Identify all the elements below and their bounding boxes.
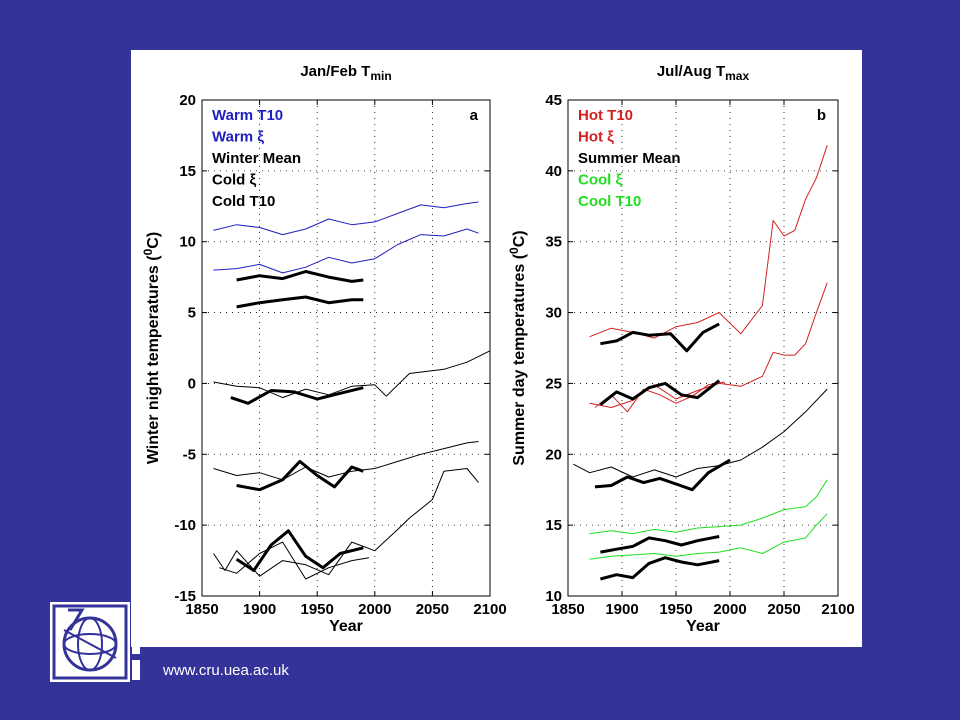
x-tick-label: 1950 bbox=[659, 601, 692, 618]
legend-entry: Cold T10 bbox=[212, 193, 275, 210]
y-tick-label: 35 bbox=[545, 234, 562, 251]
figure-svg: 1850 1900 1950 2000 2050 2100 -15 -10 -5 0 5 10 15 20… bbox=[141, 63, 855, 635]
series-line-1 bbox=[213, 228, 479, 274]
y-tick-label: 5 bbox=[188, 305, 196, 322]
y-tick-label: 30 bbox=[545, 305, 562, 322]
cru-logo-icon bbox=[50, 602, 140, 682]
series-line-8 bbox=[213, 468, 479, 577]
chart-title: Jan/Feb Tmin bbox=[300, 63, 391, 83]
x-tick-label: 1850 bbox=[551, 601, 584, 618]
x-axis-label: Year bbox=[329, 618, 363, 635]
y-axis-label: Winter night temperatures (0C) bbox=[141, 232, 162, 464]
x-tick-label: 1950 bbox=[301, 601, 334, 618]
y-tick-label: 15 bbox=[179, 163, 196, 180]
plot-frame bbox=[567, 99, 839, 597]
x-tick-label: 1900 bbox=[605, 601, 638, 618]
plot-frame bbox=[201, 99, 491, 597]
legend-entry: Warm T10 bbox=[212, 107, 283, 124]
y-tick-label: -10 bbox=[174, 517, 196, 534]
panel-letter: a bbox=[470, 107, 479, 124]
series-line-9 bbox=[219, 541, 370, 580]
y-tick-label: 40 bbox=[545, 163, 562, 180]
x-tick-label: 1850 bbox=[185, 601, 218, 618]
series-line-4 bbox=[213, 350, 491, 399]
y-tick-label: 10 bbox=[179, 234, 196, 251]
series-line-3 bbox=[236, 295, 364, 309]
series-line-7 bbox=[589, 479, 828, 535]
legend-entry: Cold ξ bbox=[212, 172, 256, 189]
y-tick-label: 15 bbox=[545, 517, 562, 534]
legend-entry: Cool T10 bbox=[578, 193, 641, 210]
legend-entry: Winter Mean bbox=[212, 150, 301, 167]
panel-letter: b bbox=[817, 107, 826, 124]
y-tick-label: 20 bbox=[179, 92, 196, 109]
series-line-5 bbox=[573, 388, 828, 478]
series-line-6 bbox=[213, 441, 479, 481]
series-line-4 bbox=[599, 379, 721, 406]
series-line-8 bbox=[589, 513, 828, 560]
series-line-0 bbox=[589, 145, 828, 339]
y-tick-label: 0 bbox=[188, 375, 196, 392]
figure-panel: 1850 1900 1950 2000 2050 2100 -15 -10 -5 0 5 10 15 20… bbox=[131, 50, 862, 647]
series-line-7 bbox=[236, 459, 364, 492]
y-tick-label: 45 bbox=[545, 92, 562, 109]
series-line-2 bbox=[236, 270, 364, 283]
legend-entry: Warm ξ bbox=[212, 129, 264, 146]
x-tick-label: 1900 bbox=[243, 601, 276, 618]
series-line-2 bbox=[594, 381, 725, 413]
legend-entry: Hot ξ bbox=[578, 129, 614, 146]
x-tick-label: 2000 bbox=[713, 601, 746, 618]
series-line-5 bbox=[230, 386, 364, 405]
x-tick-label: 2100 bbox=[473, 601, 506, 618]
footer-url-link[interactable]: www.cru.uea.ac.uk bbox=[163, 662, 289, 679]
x-tick-label: 2100 bbox=[821, 601, 854, 618]
x-tick-label: 2000 bbox=[358, 601, 391, 618]
chart-title: Jul/Aug Tmax bbox=[657, 63, 750, 83]
series-line-10 bbox=[600, 556, 720, 581]
series-line-10 bbox=[235, 529, 364, 572]
y-tick-label: 10 bbox=[545, 588, 562, 605]
x-axis-label: Year bbox=[686, 618, 720, 635]
x-tick-label: 2050 bbox=[767, 601, 800, 618]
series-line-3 bbox=[600, 322, 720, 353]
legend-entry: Summer Mean bbox=[578, 150, 681, 167]
y-axis-label: Summer day temperatures (0C) bbox=[507, 230, 528, 465]
x-tick-label: 2050 bbox=[416, 601, 449, 618]
y-tick-label: 20 bbox=[545, 446, 562, 463]
series-line-0 bbox=[213, 201, 479, 236]
y-tick-label: -15 bbox=[174, 588, 196, 605]
series-line-6 bbox=[594, 458, 731, 492]
y-tick-label: -5 bbox=[183, 446, 196, 463]
y-tick-label: 25 bbox=[545, 375, 562, 392]
legend-entry: Hot T10 bbox=[578, 107, 633, 124]
series-line-9 bbox=[600, 535, 720, 554]
legend-entry: Cool ξ bbox=[578, 172, 622, 189]
